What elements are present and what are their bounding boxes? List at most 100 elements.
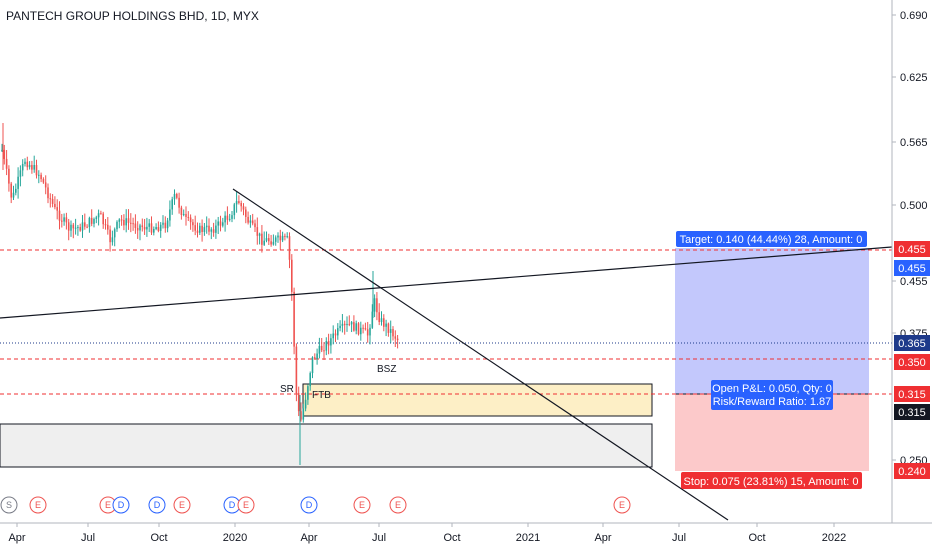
event-marker[interactable] (112, 496, 130, 514)
target-zone[interactable] (675, 248, 869, 394)
price-tag[interactable] (894, 241, 930, 257)
candle (376, 298, 378, 313)
candle (159, 224, 162, 231)
candle (263, 240, 265, 245)
price-tag-label: 0.315 (898, 407, 926, 419)
zone-lower[interactable] (0, 423, 653, 468)
price-tag[interactable] (894, 463, 930, 479)
event-marker[interactable] (148, 496, 166, 514)
candle (353, 322, 355, 331)
candle (28, 165, 31, 168)
price-tag[interactable] (894, 335, 930, 351)
candle (81, 222, 84, 231)
rr-label: Risk/Reward Ratio: 1.87 (713, 396, 832, 408)
candle (153, 229, 155, 233)
candle (235, 201, 238, 205)
price-tag-label: 0.240 (898, 466, 926, 478)
event-label: S (6, 500, 12, 510)
candle (199, 225, 201, 233)
pnl-label-box[interactable] (711, 380, 833, 410)
candle (385, 323, 387, 327)
candle (127, 218, 130, 223)
event-marker[interactable] (613, 496, 631, 514)
candle (95, 217, 98, 219)
candle (270, 241, 272, 245)
candle (54, 203, 56, 208)
candle (304, 399, 307, 409)
candle (33, 164, 35, 170)
candle (201, 225, 203, 232)
candle (320, 345, 323, 351)
downtrend-line[interactable] (232, 188, 729, 521)
candle (373, 298, 376, 312)
target-label: Target: 0.140 (44.44%) 28, Amount: 0 (680, 234, 863, 246)
candle (318, 345, 321, 354)
event-marker[interactable] (237, 496, 255, 514)
x-tick-label: Oct (748, 532, 765, 544)
candle (219, 221, 222, 226)
candle (21, 163, 24, 171)
event-marker[interactable] (0, 496, 18, 514)
target-label-box[interactable] (676, 231, 867, 247)
event-marker[interactable] (29, 496, 47, 514)
price-tag-label: 0.455 (898, 244, 926, 256)
candle (334, 333, 337, 336)
event-marker[interactable] (173, 496, 191, 514)
candle (192, 222, 194, 226)
candle (341, 323, 344, 326)
candle (208, 225, 210, 232)
candle (136, 227, 139, 231)
candle (309, 373, 311, 387)
resistance-line[interactable] (0, 246, 893, 319)
candle (224, 215, 226, 223)
candle (65, 217, 68, 223)
candle (350, 322, 353, 325)
zone-ftb[interactable] (302, 383, 653, 417)
candle (42, 179, 45, 183)
price-tag[interactable] (894, 260, 930, 276)
candle (316, 353, 318, 359)
candle (173, 194, 176, 200)
candle (120, 219, 123, 221)
candle (251, 220, 254, 224)
stop-label-box[interactable] (681, 472, 862, 489)
candle (210, 229, 213, 232)
candle (279, 235, 282, 241)
price-tag[interactable] (894, 386, 930, 402)
candle (254, 223, 256, 228)
x-tick-label: Oct (150, 532, 167, 544)
candle (222, 222, 224, 226)
event-marker[interactable] (389, 496, 407, 514)
price-tag[interactable] (894, 354, 930, 370)
candle (155, 227, 157, 230)
candle (125, 218, 127, 226)
candle (277, 235, 279, 238)
event-label: E (179, 500, 185, 510)
price-tag[interactable] (894, 404, 930, 420)
candle (35, 164, 38, 176)
candle (104, 224, 107, 226)
candle (31, 165, 33, 170)
candle (366, 329, 369, 336)
candle (178, 197, 180, 208)
candle (240, 203, 242, 207)
candle (58, 210, 61, 221)
event-marker[interactable] (353, 496, 371, 514)
candle (215, 225, 217, 233)
y-tick-label: 0.565 (900, 137, 928, 149)
price-tag-label: 0.350 (898, 357, 926, 369)
candle (116, 221, 118, 230)
candle (180, 207, 183, 216)
event-marker[interactable] (300, 496, 318, 514)
x-tick-label: Jul (372, 532, 386, 544)
candle (49, 198, 52, 200)
candle (314, 357, 316, 359)
candle (343, 323, 346, 326)
candle (70, 224, 72, 231)
candle (61, 220, 63, 222)
candle (164, 222, 167, 229)
candle (323, 350, 325, 352)
candle (169, 209, 171, 221)
candle (217, 221, 219, 226)
